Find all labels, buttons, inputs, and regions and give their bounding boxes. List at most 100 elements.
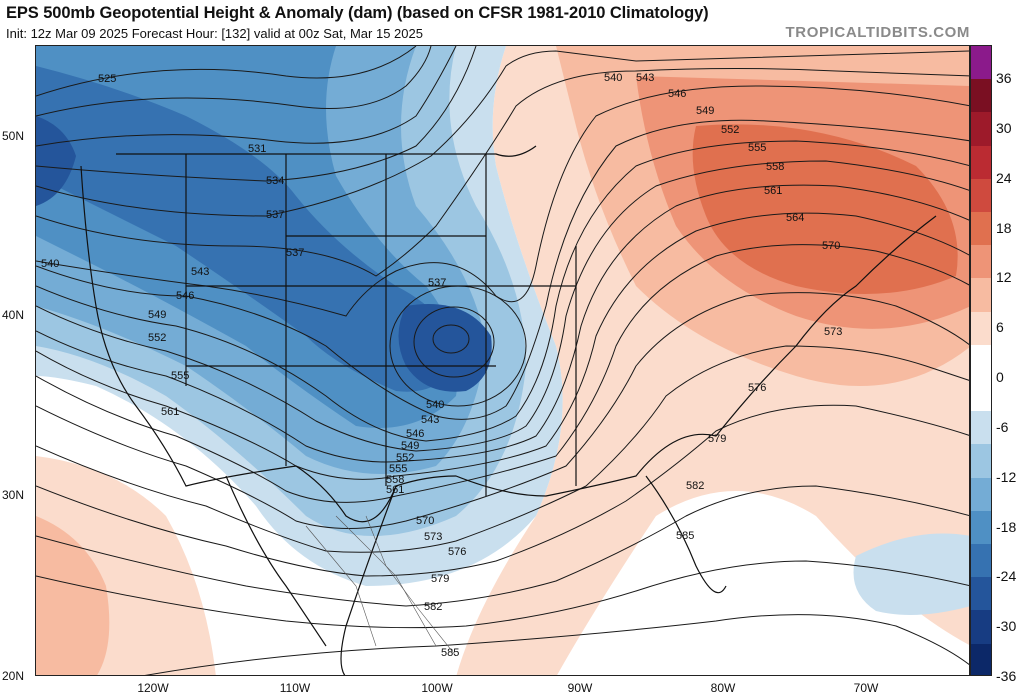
colorbar-tick-label: 0 (996, 369, 1004, 386)
contour-label: 537 (286, 247, 304, 259)
colorbar-swatch (971, 510, 991, 545)
contour-label: 540 (41, 258, 59, 270)
colorbar-swatch (971, 178, 991, 213)
lon-label: 100W (421, 681, 453, 695)
political-borders (80, 145, 937, 675)
contour-label: 582 (424, 601, 442, 613)
contour-label: 579 (708, 433, 726, 445)
contour-label: 543 (191, 266, 209, 278)
contour-label: 570 (416, 515, 434, 527)
lon-label: 120W (137, 681, 169, 695)
colorbar-swatch (971, 577, 991, 611)
colorbar-swatch (971, 610, 991, 644)
colorbar-swatch (971, 411, 991, 445)
colorbar-swatch (971, 544, 991, 578)
colorbar-swatch (971, 378, 991, 412)
lon-label: 80W (710, 681, 736, 695)
colorbar-tick-label: 36 (996, 70, 1012, 87)
map-canvas: 525 531 534 537 540 543 546 549 552 555 … (36, 46, 969, 675)
lat-label: 20N (2, 669, 25, 683)
cold-anomaly-core (398, 304, 492, 392)
colorbar-tick-label: -12 (996, 468, 1017, 485)
lon-label: 90W (567, 681, 593, 695)
lon-label: 70W (853, 681, 879, 695)
contour-label: 534 (266, 175, 284, 187)
contour-label: 555 (389, 463, 407, 475)
colorbar-swatch (971, 245, 991, 279)
contour-label: 582 (686, 480, 704, 492)
contour-label: 558 (386, 474, 404, 486)
contour-label: 543 (636, 72, 654, 84)
contour-label: 561 (386, 484, 404, 496)
colorbar-tick-label: -18 (996, 518, 1017, 535)
mexico-state-lines (305, 515, 457, 657)
colorbar-swatch (971, 344, 991, 379)
contour-labels: 525 531 534 537 540 543 546 549 552 555 … (41, 72, 842, 659)
contour-label: 540 (604, 72, 622, 84)
lat-label: 50N (2, 129, 25, 143)
lat-label: 30N (2, 488, 25, 502)
colorbar-swatch (971, 212, 991, 246)
colorbar-tick-label: -6 (996, 418, 1009, 435)
contour-label: 585 (676, 530, 694, 542)
contour-label: 555 (748, 142, 766, 154)
colorbar-tick-label: 18 (996, 219, 1012, 236)
colorbar-tick-label: 30 (996, 120, 1012, 137)
contour-label: 564 (786, 212, 804, 224)
height-contours (36, 46, 969, 675)
contour-label: 549 (401, 440, 419, 452)
contour-label: 561 (764, 185, 782, 197)
colorbar-tick-label: 12 (996, 269, 1012, 286)
colorbar-tick-label: 6 (996, 319, 1004, 336)
contour-label: 561 (161, 406, 179, 418)
forecast-subtitle: Init: 12z Mar 09 2025 Forecast Hour: [13… (6, 26, 423, 41)
colorbar-tick-label: -30 (996, 618, 1017, 635)
contour-label: 543 (421, 414, 439, 426)
colorbar-swatch (971, 46, 991, 80)
colorbar-swatch (971, 145, 991, 179)
lon-label: 110W (279, 681, 311, 695)
contour-label: 525 (98, 73, 116, 85)
contour-label: 531 (248, 143, 266, 155)
contour-label: 546 (176, 290, 194, 302)
colorbar-swatch (971, 278, 991, 312)
contour-label: 549 (696, 105, 714, 117)
colorbar-tick-label: -36 (996, 668, 1017, 684)
warm-anomaly-3 (692, 124, 958, 294)
page-title: EPS 500mb Geopotential Height & Anomaly … (6, 4, 709, 22)
colorbar-swatch (971, 477, 991, 511)
contour-label: 537 (266, 209, 284, 221)
contour-label: 579 (431, 573, 449, 585)
contour-label: 546 (406, 428, 424, 440)
colorbar-swatch (971, 112, 991, 146)
cold-anomaly-bc (36, 116, 76, 206)
contour-label: 570 (822, 240, 840, 252)
colorbar-swatch (971, 444, 991, 478)
contour-label: 552 (148, 332, 166, 344)
contour-label: 585 (441, 647, 459, 659)
contour-label: 549 (148, 309, 166, 321)
lat-label: 40N (2, 308, 25, 322)
anomaly-map: 525 531 534 537 540 543 546 549 552 555 … (35, 45, 970, 676)
cold-anomaly-atlantic (853, 533, 969, 615)
contour-label: 540 (426, 399, 444, 411)
contour-label: 546 (668, 88, 686, 100)
colorbar-tick-label: 24 (996, 169, 1012, 186)
contour-label: 552 (396, 452, 414, 464)
brand-watermark: TROPICALTIDBITS.COM (785, 24, 970, 41)
contour-label: 555 (171, 370, 189, 382)
contour-label: 573 (824, 326, 842, 338)
cold-anomaly-4 (36, 66, 456, 392)
contour-label: 573 (424, 531, 442, 543)
contour-label: 576 (448, 546, 466, 558)
contour-label: 552 (721, 124, 739, 136)
warm-anomaly-pacific-2 (36, 516, 110, 675)
contour-label: 537 (428, 277, 446, 289)
colorbar (970, 45, 992, 676)
colorbar-swatch (971, 311, 991, 345)
colorbar-swatch (971, 79, 991, 113)
contour-label: 558 (766, 161, 784, 173)
colorbar-swatch (971, 643, 991, 675)
contour-label: 576 (748, 382, 766, 394)
colorbar-tick-label: -24 (996, 568, 1017, 585)
